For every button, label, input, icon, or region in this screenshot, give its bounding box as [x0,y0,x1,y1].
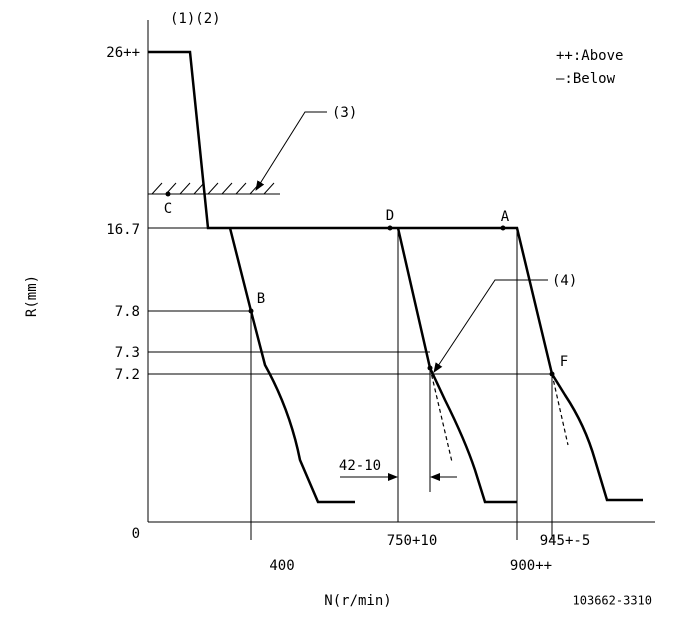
axes [147,20,655,523]
y-tick-label: 0 [132,526,140,542]
legend-below: —:Below [556,71,616,87]
y-tick-label: 26++ [106,45,140,61]
point-label: F [560,354,568,370]
points [165,191,555,377]
point-label: C [164,201,172,217]
x-tick-label: 900++ [510,558,552,574]
title: (1)(2) [170,11,221,27]
point-label: B [257,291,265,307]
note: (3) [332,105,357,121]
x-tick-label: 750+10 [387,533,438,549]
footer-code: 103662-3310 [573,594,652,608]
y-tick-label: 7.2 [115,367,140,383]
point-label: D [386,208,394,224]
offset-label: 42-10 [339,458,381,474]
leaders [255,111,548,481]
reference-lines [148,227,553,540]
y-tick-label: 7.8 [115,304,140,320]
y-tick-label: 7.3 [115,345,140,361]
x-axis-label: N(r/min) [324,593,391,609]
y-tick-label: 16.7 [106,222,140,238]
curves [148,50,643,504]
x-tick-label: 400 [269,558,294,574]
x-tick-label: 945+-5 [540,533,591,549]
legend-above: ++:Above [556,48,623,64]
note: (4) [552,273,577,289]
point-label: A [501,209,510,225]
y-axis-label: R(mm) [24,275,40,317]
